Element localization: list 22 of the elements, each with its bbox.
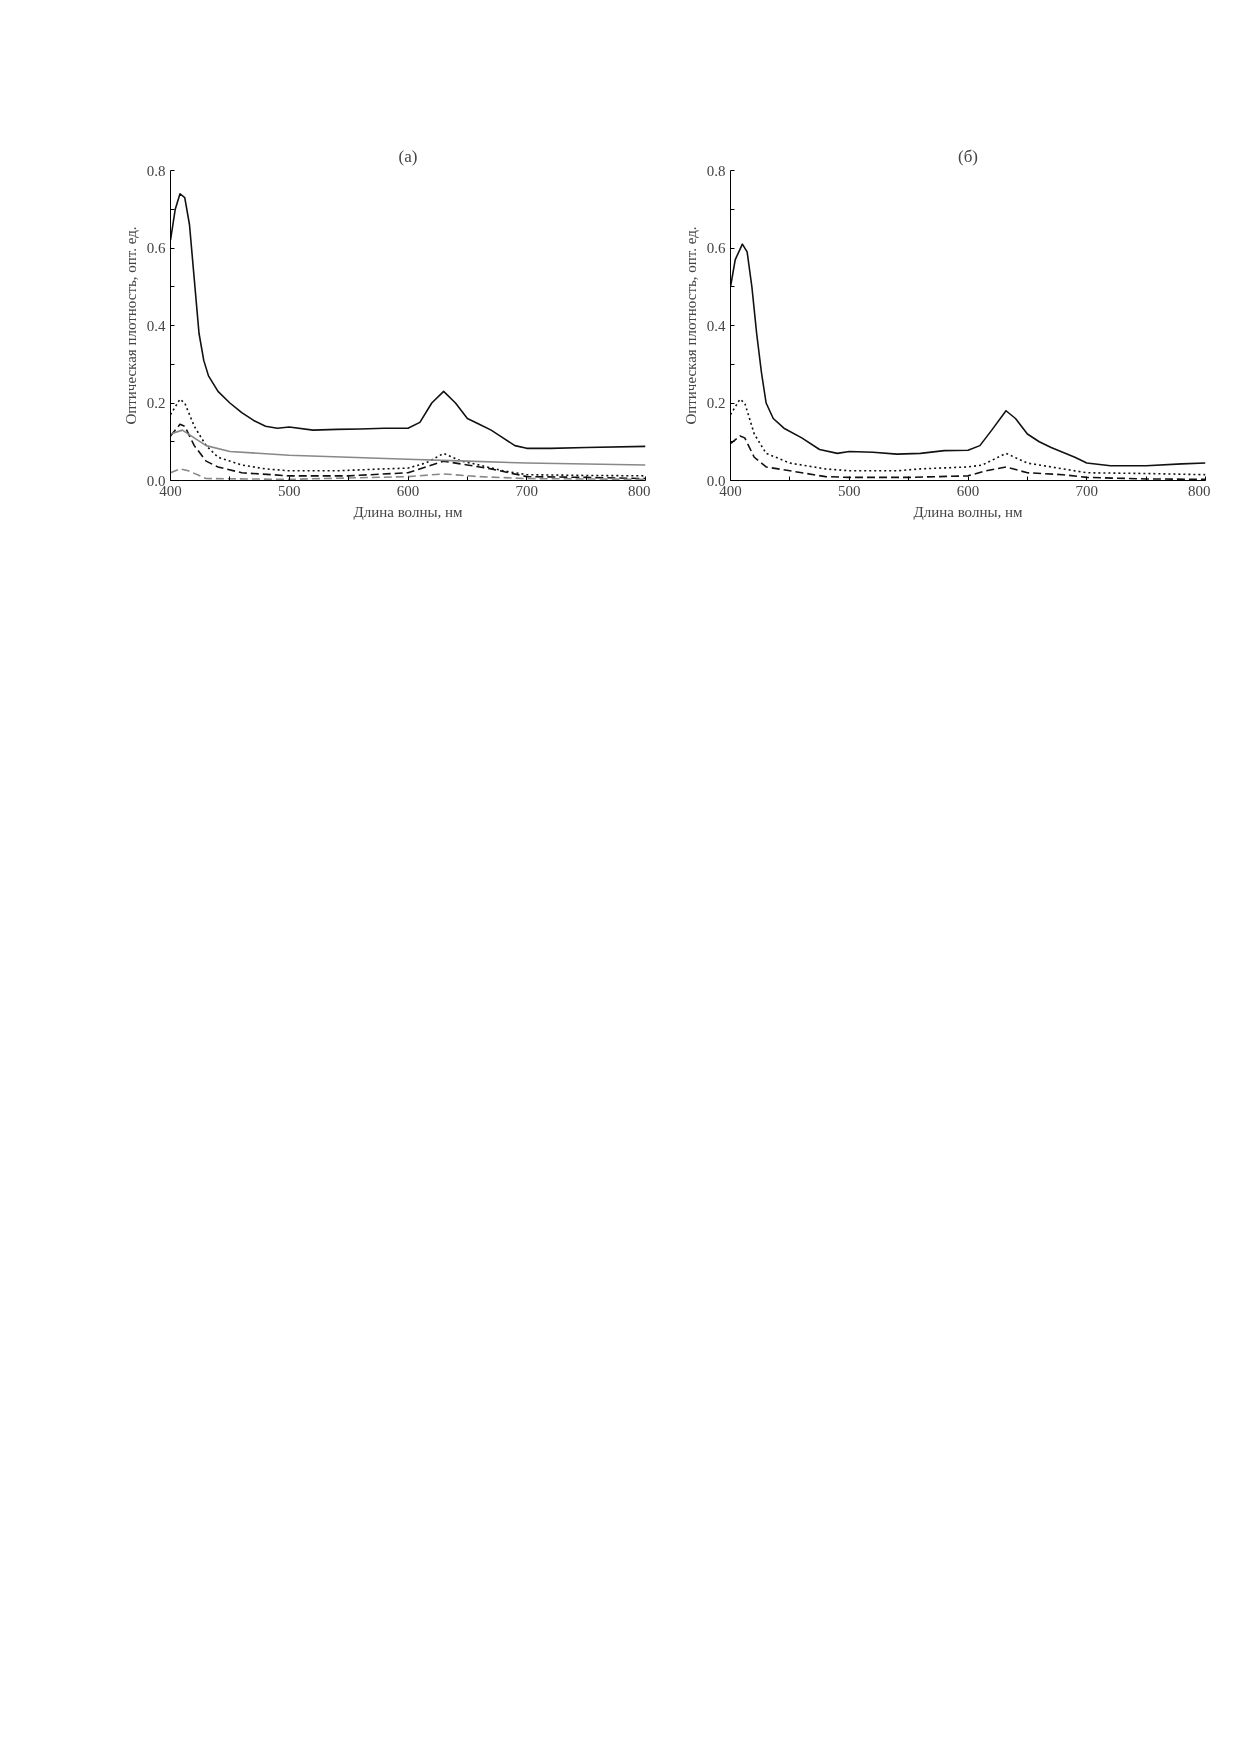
y-tick-label: 0.4 — [706, 317, 726, 334]
y-tick-label: 0.6 — [706, 240, 726, 256]
x-tick-label: 800 — [1188, 482, 1211, 499]
x-tick-label: 700 — [1075, 482, 1098, 499]
x-tick-label: 500 — [278, 482, 301, 499]
y-tick-label: 0.2 — [706, 395, 726, 411]
x-tick-label: 700 — [515, 482, 538, 499]
x-tick-label: 800 — [628, 482, 651, 499]
x-tick-label: 600 — [956, 482, 980, 499]
chart-title: (а) — [398, 146, 418, 166]
y-tick-label: 0.8 — [706, 162, 726, 179]
y-tick-label: 0.6 — [146, 240, 166, 256]
x-tick-label: 500 — [838, 482, 861, 499]
chart-title: (б) — [958, 146, 978, 166]
y-axis-title: Оптическая плотность, опт. ед. — [682, 226, 699, 425]
y-axis-title: Оптическая плотность, опт. ед. — [122, 226, 139, 425]
y-tick-label: 0.2 — [146, 395, 166, 411]
x-axis-title: Длина волны, нм — [353, 503, 464, 520]
y-tick-label: 0.4 — [146, 317, 166, 334]
x-tick-label: 600 — [396, 482, 420, 499]
y-tick-label: 0.8 — [146, 162, 166, 179]
x-axis-title: Длина волны, нм — [913, 503, 1024, 520]
